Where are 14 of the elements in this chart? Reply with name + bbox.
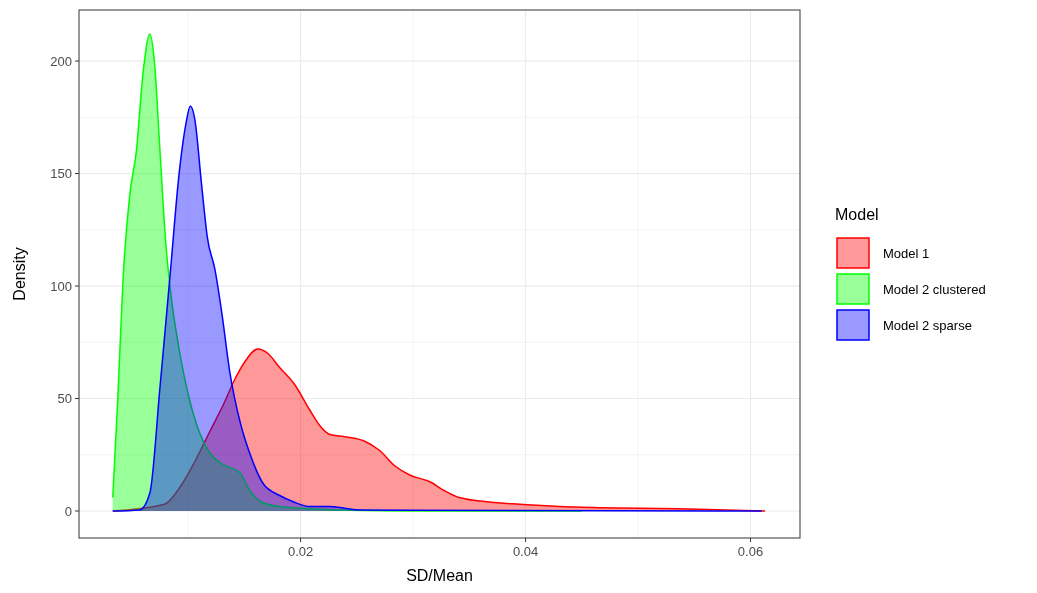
y-tick-label: 0 bbox=[64, 503, 72, 519]
y-tick-label: 200 bbox=[50, 53, 72, 69]
legend-label: Model 2 sparse bbox=[883, 317, 972, 333]
y-axis-title: Density bbox=[11, 247, 28, 301]
x-tick-label: 0.04 bbox=[512, 544, 539, 559]
legend-title: Model bbox=[835, 206, 879, 223]
y-tick-label: 150 bbox=[50, 166, 72, 182]
x-axis-title: SD/Mean bbox=[406, 567, 473, 584]
y-tick-label: 100 bbox=[50, 278, 72, 294]
x-tick-label: 0.02 bbox=[287, 544, 314, 559]
legend-label: Model 2 clustered bbox=[883, 281, 986, 297]
legend-label: Model 1 bbox=[883, 245, 930, 261]
x-tick-label: 0.06 bbox=[737, 544, 764, 559]
y-tick-label: 50 bbox=[57, 391, 72, 407]
